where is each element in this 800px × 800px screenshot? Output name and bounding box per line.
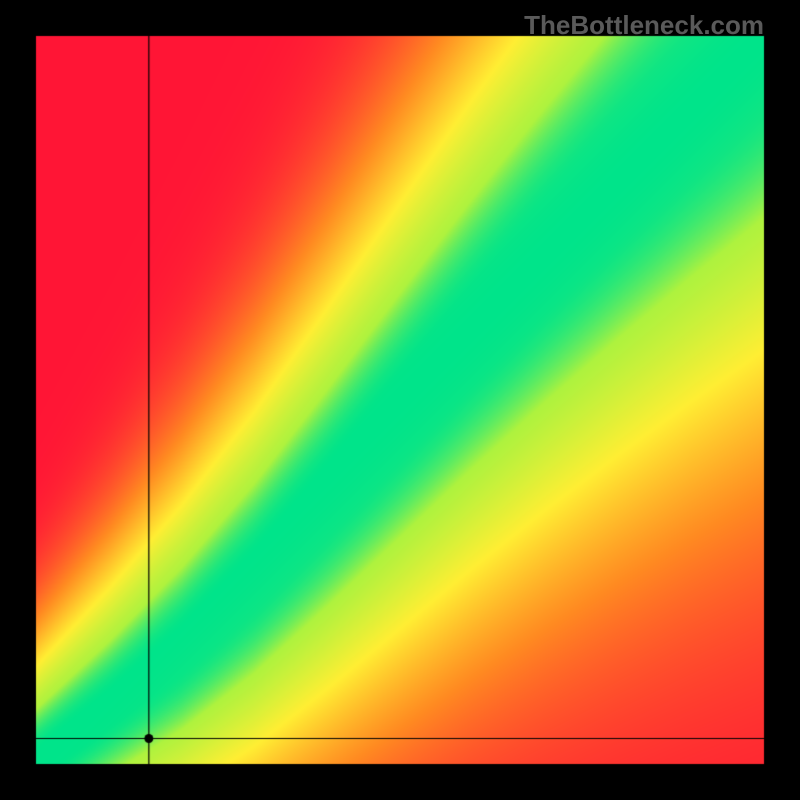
watermark-text: TheBottleneck.com — [524, 10, 764, 41]
chart-container: TheBottleneck.com — [0, 0, 800, 800]
bottleneck-heatmap — [0, 0, 800, 800]
